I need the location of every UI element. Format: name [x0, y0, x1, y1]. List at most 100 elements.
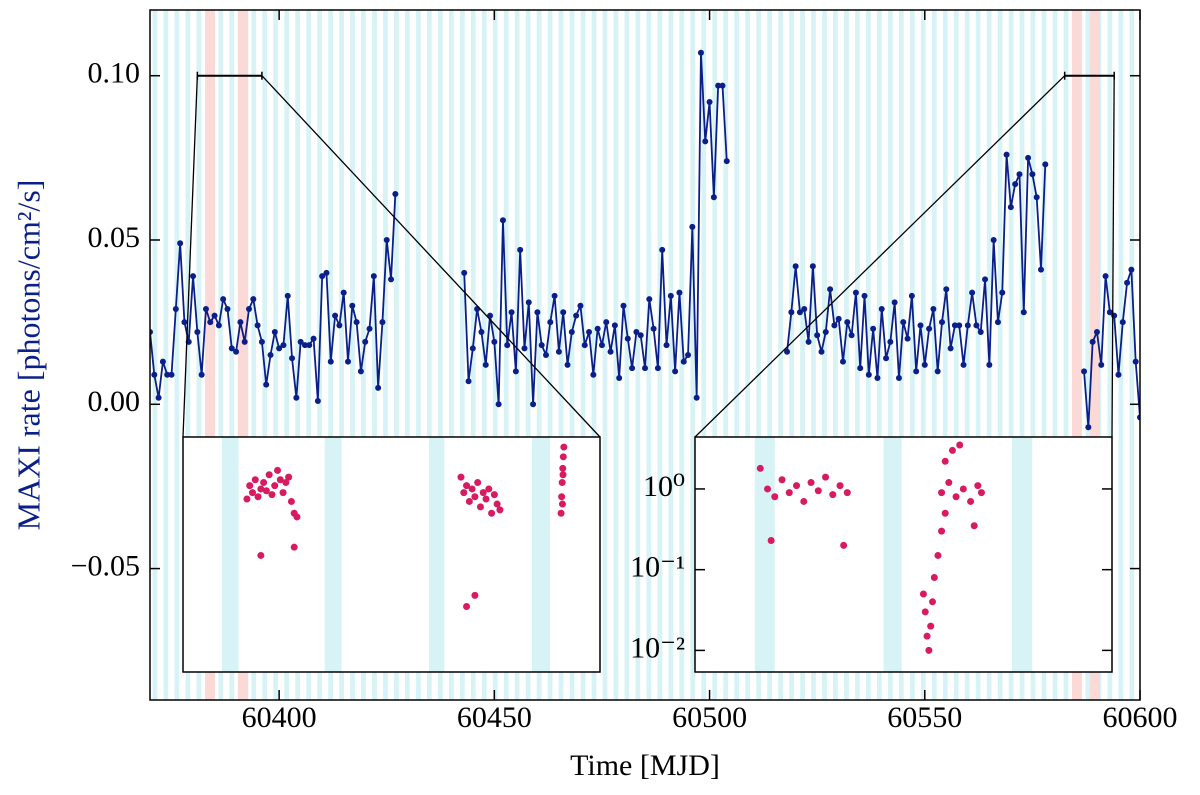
data-point	[476, 503, 484, 511]
visibility-band	[503, 10, 509, 700]
data-point	[800, 497, 808, 505]
data-point	[1025, 154, 1032, 161]
data-point	[249, 489, 256, 497]
data-point	[947, 345, 954, 352]
visibility-band	[251, 10, 257, 700]
visibility-band	[394, 10, 399, 700]
data-point	[654, 365, 661, 372]
data-point	[715, 82, 722, 89]
data-point	[151, 371, 158, 378]
data-point	[366, 325, 373, 332]
data-point	[840, 358, 846, 365]
data-point	[314, 398, 321, 404]
data-point	[280, 342, 287, 349]
data-point	[970, 522, 978, 530]
visibility-band	[624, 10, 630, 700]
visibility-band	[163, 10, 169, 700]
data-point	[1085, 424, 1092, 431]
data-point	[1029, 171, 1036, 178]
data-point	[332, 312, 339, 319]
data-point	[345, 358, 351, 365]
data-point	[265, 471, 273, 479]
visibility-band	[306, 10, 311, 700]
data-point	[843, 489, 851, 497]
data-point	[840, 541, 848, 549]
data-point	[767, 536, 775, 544]
data-point	[982, 276, 989, 283]
data-point	[719, 82, 726, 89]
data-point	[827, 286, 834, 293]
data-point	[964, 322, 971, 329]
data-point	[560, 443, 568, 451]
data-point	[836, 482, 844, 490]
data-point	[379, 319, 386, 326]
data-point	[271, 329, 278, 335]
visibility-band	[800, 10, 805, 700]
data-point	[340, 289, 347, 296]
visibility-band	[1063, 10, 1069, 700]
data-point	[973, 322, 980, 329]
shaded-band	[1071, 10, 1082, 700]
data-point	[801, 306, 808, 312]
data-point	[891, 299, 898, 306]
x-tick-label: 60450	[457, 701, 532, 734]
data-point	[994, 319, 1001, 326]
data-point	[465, 497, 473, 505]
data-point	[168, 371, 175, 378]
data-point	[814, 332, 821, 339]
data-point	[590, 371, 597, 378]
data-point	[805, 338, 812, 345]
visibility-band	[953, 10, 959, 700]
data-point	[796, 309, 803, 316]
visibility-band	[470, 10, 476, 700]
data-point	[465, 378, 472, 385]
data-point	[685, 352, 692, 358]
data-point	[1124, 279, 1131, 286]
visibility-band	[152, 10, 158, 700]
y-axis-label: MAXI rate [photons/cm²/s]	[10, 180, 46, 531]
data-point	[306, 342, 313, 349]
plot-area: 10⁻² 10⁻¹ 10⁰	[630, 436, 1113, 673]
x-tick-label: 60500	[672, 701, 747, 734]
data-point	[620, 302, 627, 309]
plot-frame	[182, 436, 601, 673]
data-point	[521, 345, 528, 352]
data-point	[930, 306, 937, 312]
data-point	[164, 371, 171, 378]
visibility-band	[756, 10, 762, 700]
data-point	[723, 158, 730, 165]
data-point	[194, 329, 201, 335]
data-point	[560, 309, 567, 316]
data-point	[517, 246, 524, 253]
data-point	[159, 358, 166, 365]
data-point	[921, 361, 928, 368]
data-point	[1089, 338, 1096, 345]
data-point	[603, 319, 610, 326]
data-point	[577, 302, 584, 309]
visibility-band	[745, 10, 751, 700]
data-point	[534, 309, 541, 316]
data-point	[792, 263, 799, 270]
data-point	[558, 493, 566, 501]
visibility-band	[1107, 10, 1113, 700]
data-point	[287, 497, 295, 505]
y-tick-label: 0.00	[88, 385, 141, 418]
data-point	[822, 473, 830, 481]
data-point	[461, 269, 468, 276]
data-point	[945, 479, 953, 487]
data-point	[474, 306, 481, 312]
data-point	[822, 329, 829, 335]
plot-area	[182, 436, 601, 673]
inset-background	[183, 437, 600, 672]
visibility-band	[855, 10, 860, 700]
data-point	[870, 325, 877, 332]
visibility-band	[712, 10, 718, 700]
data-point	[547, 319, 554, 326]
data-point	[659, 246, 666, 253]
data-point	[228, 345, 235, 352]
data-point	[224, 306, 231, 312]
data-point	[564, 361, 571, 368]
data-point	[904, 335, 911, 342]
visibility-band	[778, 10, 783, 700]
